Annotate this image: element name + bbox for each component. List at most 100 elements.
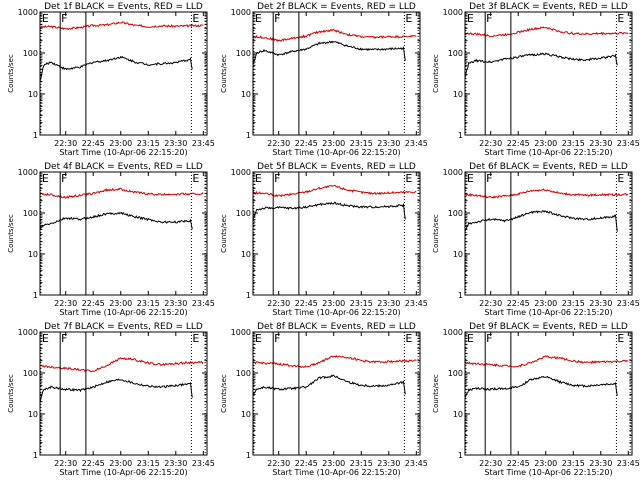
x-tick-label: 22:45 [295, 299, 318, 308]
plot-frame [464, 11, 633, 136]
events-rate-line [39, 55, 193, 82]
event-marker-label: E [192, 172, 199, 185]
panel-title: Det 5f BLACK = Events, RED = LLD [257, 162, 416, 172]
y-tick-label: 1 [246, 451, 251, 460]
lld-rate-line [39, 21, 204, 31]
x-tick-label: 23:00 [322, 299, 345, 308]
y-tick-label: 1000 [443, 8, 463, 17]
events-rate-line [252, 40, 406, 65]
x-tick-label: 22:45 [295, 459, 318, 468]
x-tick-label: 23:30 [164, 139, 187, 148]
y-axis-label: Counts/sec [432, 214, 440, 253]
event-marker-label: F [486, 332, 492, 345]
x-tick-label: 23:15 [350, 299, 373, 308]
detector-panel-1: Det 1f BLACK = Events, RED = LLD 22:30 22:… [7, 2, 215, 157]
detector-panel-9: Det 9f BLACK = Events, RED = LLD 22:30 22:… [432, 322, 640, 477]
lld-rate-line [464, 355, 629, 368]
x-tick-label: 23:45 [617, 459, 640, 468]
x-tick-label: 22:30 [479, 139, 502, 148]
x-axis-label: Start Time (10-Apr-06 22:15:20) [59, 148, 187, 157]
x-tick-label: 23:00 [534, 459, 557, 468]
x-tick-label: 22:45 [82, 139, 105, 148]
y-axis-label: Counts/sec [7, 374, 15, 413]
x-tick-label: 23:00 [534, 299, 557, 308]
event-marker-label: F [274, 172, 280, 185]
x-tick-label: 22:30 [267, 299, 290, 308]
event-marker-label: F [486, 172, 492, 185]
x-axis-label: Start Time (10-Apr-06 22:15:20) [484, 148, 612, 157]
x-tick-label: 23:15 [562, 299, 585, 308]
y-tick-label: 10 [28, 410, 38, 419]
x-tick-label: 22:45 [82, 299, 105, 308]
x-tick-label: 23:45 [192, 139, 215, 148]
x-tick-label: 23:30 [164, 459, 187, 468]
event-marker-label: F [274, 12, 280, 25]
lld-rate-line [464, 188, 629, 199]
y-axis-label: Counts/sec [220, 214, 228, 253]
event-marker-label: E [405, 332, 412, 345]
lld-rate-line [252, 28, 417, 43]
y-tick-label: 100 [448, 49, 463, 58]
y-tick-label: 10 [453, 410, 463, 419]
y-tick-label: 10 [241, 90, 251, 99]
y-tick-label: 1 [33, 451, 38, 460]
event-marker-label: F [274, 332, 280, 345]
lld-rate-line [39, 356, 204, 373]
y-tick-label: 1000 [231, 8, 251, 17]
x-tick-label: 23:45 [192, 459, 215, 468]
detector-panel-5: Det 5f BLACK = Events, RED = LLD 22:30 22:… [220, 162, 428, 317]
panel-title: Det 2f BLACK = Events, RED = LLD [257, 2, 416, 12]
x-tick-label: 23:15 [137, 299, 160, 308]
detector-panel-2: Det 2f BLACK = Events, RED = LLD 22:30 22:… [220, 2, 428, 157]
y-axis-label: Counts/sec [432, 54, 440, 93]
x-tick-label: 22:45 [82, 459, 105, 468]
plot-frame [464, 171, 633, 296]
events-rate-line [464, 52, 618, 79]
event-marker-label: E [617, 172, 624, 185]
x-tick-label: 23:15 [350, 459, 373, 468]
y-tick-label: 100 [23, 209, 38, 218]
lld-rate-line [464, 26, 629, 38]
x-tick-label: 23:00 [322, 459, 345, 468]
y-tick-label: 1 [33, 291, 38, 300]
y-tick-label: 1000 [231, 328, 251, 337]
y-axis-label: Counts/sec [7, 214, 15, 253]
y-tick-label: 100 [23, 49, 38, 58]
x-tick-label: 23:30 [589, 299, 612, 308]
lld-rate-line [39, 187, 204, 200]
y-tick-label: 1 [458, 131, 463, 140]
detector-panel-6: Det 6f BLACK = Events, RED = LLD 22:30 22:… [432, 162, 640, 317]
x-tick-label: 22:45 [507, 139, 530, 148]
x-axis-label: Start Time (10-Apr-06 22:15:20) [59, 308, 187, 317]
y-tick-label: 10 [28, 90, 38, 99]
x-tick-label: 22:30 [54, 139, 77, 148]
y-tick-label: 100 [23, 369, 38, 378]
event-marker-label: E [405, 12, 412, 25]
x-tick-label: 22:30 [54, 299, 77, 308]
y-axis-label: Counts/sec [7, 54, 15, 93]
plot-frame [252, 331, 421, 456]
x-tick-label: 23:45 [192, 299, 215, 308]
y-tick-label: 1 [246, 131, 251, 140]
events-rate-line [39, 378, 193, 403]
x-tick-label: 23:00 [109, 299, 132, 308]
plot-frame [252, 171, 421, 296]
y-tick-label: 1000 [443, 168, 463, 177]
x-axis-label: Start Time (10-Apr-06 22:15:20) [59, 468, 187, 477]
events-rate-line [464, 375, 618, 398]
event-marker-label: E [405, 172, 412, 185]
y-tick-label: 1000 [443, 328, 463, 337]
event-marker-label: F [486, 12, 492, 25]
event-marker-label: E [255, 172, 262, 185]
y-tick-label: 10 [453, 90, 463, 99]
y-tick-label: 10 [453, 250, 463, 259]
plot-frame [39, 331, 208, 456]
event-marker-label: F [61, 12, 67, 25]
panel-title: Det 1f BLACK = Events, RED = LLD [44, 2, 203, 12]
x-tick-label: 23:00 [109, 139, 132, 148]
plot-frame [464, 331, 633, 456]
y-tick-label: 100 [236, 49, 251, 58]
y-tick-label: 1000 [18, 8, 38, 17]
plot-frame [252, 11, 421, 136]
panel-title: Det 8f BLACK = Events, RED = LLD [257, 322, 416, 332]
